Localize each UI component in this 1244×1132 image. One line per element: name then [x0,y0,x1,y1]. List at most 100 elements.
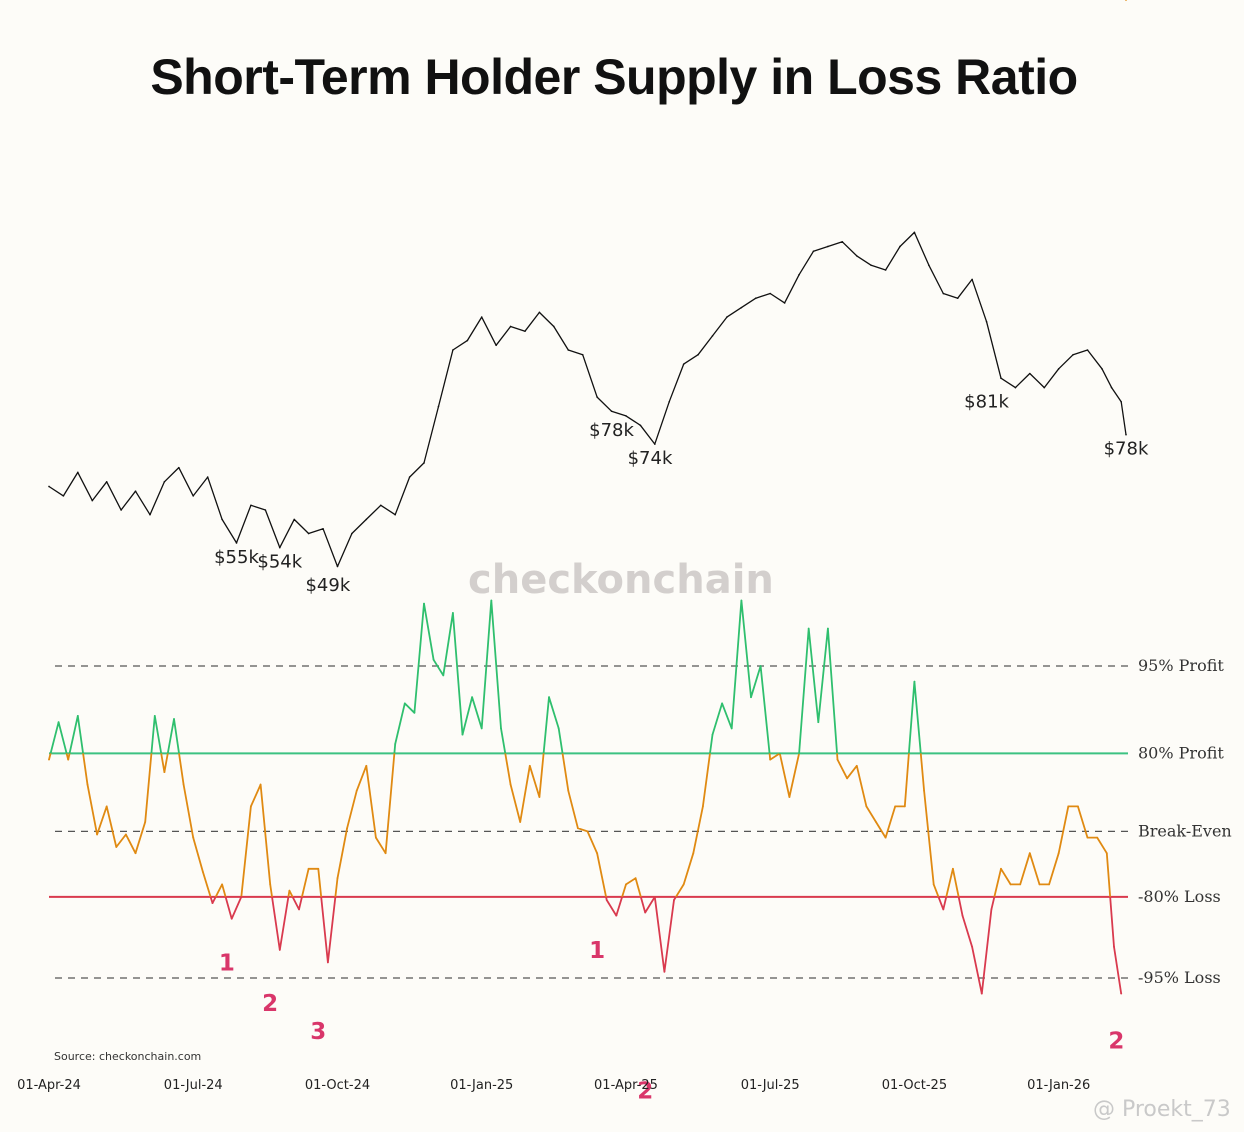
ratio-point [278,949,281,951]
price-annotation-2: $49k [305,575,350,596]
price-point [509,325,512,328]
ratio-point [923,789,925,792]
ratio-point [173,718,175,720]
ratio-point [346,827,348,830]
event-label-2: 3 [310,1019,326,1045]
price-point [423,462,425,464]
price-point [812,250,815,252]
price-point [610,410,613,412]
price-point [336,565,339,568]
price-point [1029,372,1031,375]
credit-text: @ Proekt_73 [1093,1097,1231,1122]
ratio-point [692,852,695,855]
ratio-point [105,805,108,808]
ratio-point [567,789,570,792]
ratio-point [942,908,945,911]
ratio-point [86,783,89,786]
price-point [899,245,901,248]
price-point [235,542,238,544]
price-point [1125,433,1127,436]
price-point [769,292,772,295]
ratio-point [221,883,223,886]
ratio-point [307,867,310,870]
x-tick-label: 01-Jan-25 [450,1078,513,1093]
price-point [682,363,685,365]
ratio-point [759,665,762,667]
price-point [1110,386,1113,389]
ratio-line-profit-zone [49,599,922,754]
ratio-point [375,836,377,839]
ratio-point [336,877,339,880]
price-point [192,495,195,497]
price-point [985,320,988,323]
ratio-point [509,783,512,786]
ratio-point [1038,883,1041,886]
price-point [884,269,887,271]
price-point [1086,349,1089,351]
price-point [437,405,440,408]
ratio-point [288,889,291,892]
ratio-point [538,796,541,798]
ratio-point [827,627,829,630]
price-point [913,231,916,234]
x-tick-label: 01-Jul-25 [741,1078,800,1093]
x-tick-label: 01-Oct-24 [305,1078,370,1093]
ratio-point [894,805,897,808]
ratio-point [682,883,685,886]
price-point [697,353,699,356]
x-tick-label: 01-Jan-26 [1027,1078,1090,1093]
ratio-point [625,883,627,886]
ratio-point [961,914,964,917]
ratio-point [480,727,483,730]
ratio-point [653,895,656,898]
event-label-3: 1 [589,938,605,964]
ratio-point [163,771,166,773]
ratio-point [461,733,464,736]
ratio-point [990,908,993,911]
ratio-point [1067,805,1070,808]
ratio-point [1086,836,1089,839]
ratio-point [952,867,954,870]
ratio-point [192,836,195,839]
annotations: $55k$54k$49k$78k$74k$81k$78k1231212 [214,392,1149,1105]
price-point [538,311,541,314]
ratio-point [673,899,675,901]
price-point [827,245,829,248]
ratio-point [798,752,800,755]
event-label-1: 2 [262,991,278,1017]
ratio-point [1113,945,1115,948]
ratio-point [125,833,127,836]
price-point [120,509,122,511]
ratio-point [548,696,550,699]
price-point [365,518,368,521]
ratio-point [1077,805,1079,808]
ratio-point [884,836,887,839]
ratio-point [1009,883,1012,886]
x-tick-label: 01-Oct-25 [882,1078,947,1093]
price-point [351,532,353,535]
ratio-point [1096,836,1099,839]
ratio-point [1057,852,1060,855]
ratio-point [1048,883,1050,886]
price-point [841,240,844,243]
ratio-point [605,899,608,901]
price-point [971,278,973,281]
ratio-point [48,758,50,761]
ratio-point [903,805,906,808]
price-point [307,532,310,535]
x-tick-label: 01-Apr-25 [594,1078,658,1093]
ratio-point [576,827,579,830]
ratio-point [423,602,425,605]
ratio-point [317,867,320,870]
price-point [711,335,714,337]
price-annotation-3: $78k [589,420,634,441]
source-text: Source: checkonchain.com [54,1050,201,1063]
price-point [495,344,497,347]
ratio-point [701,805,704,808]
ratio-point [240,895,243,898]
ratio-point [182,783,185,786]
ratio-point [846,777,849,780]
price-annotation-6: $78k [1104,439,1149,460]
ratio-point [519,821,522,823]
ratio-point [250,805,252,808]
